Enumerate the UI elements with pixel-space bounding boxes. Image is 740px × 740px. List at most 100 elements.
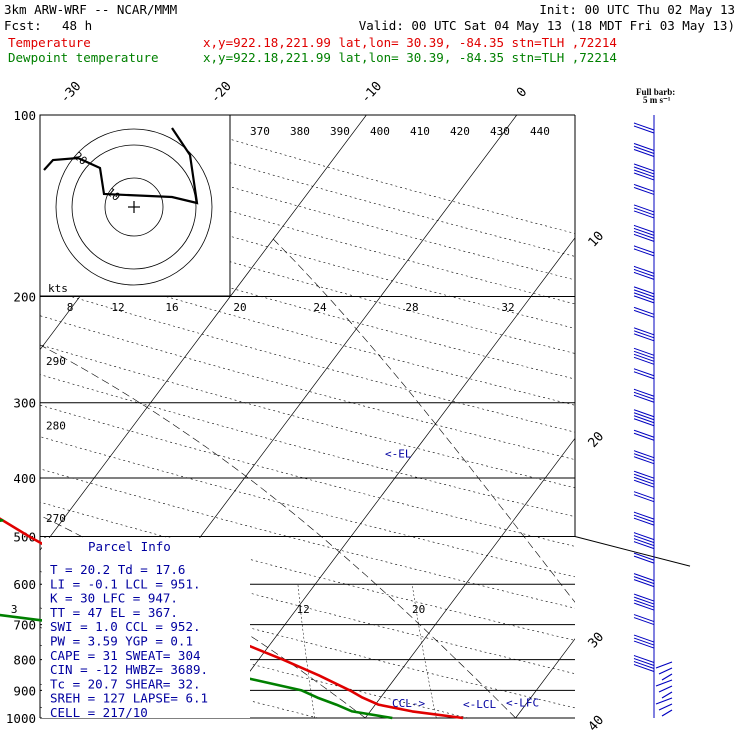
hodograph-ring [71, 144, 197, 270]
speed-scale-label: 12 [111, 301, 124, 314]
wind-barb [633, 353, 655, 362]
dewpoint-legend-name: Dewpoint temperature [8, 50, 159, 65]
fcst-label: Fcst: [4, 18, 42, 33]
hodograph-trace [43, 127, 199, 205]
init-time: Init: 00 UTC Thu 02 May 13 [539, 2, 735, 17]
dewpoint-profile-line [0, 518, 393, 720]
pressure-tick-label: 800 [13, 653, 36, 668]
wind-barb [633, 552, 655, 561]
wind-barb [633, 271, 655, 280]
wind-barb [658, 667, 673, 675]
parcel-info-row: SWI = 1.0 CCL = 952. [50, 619, 201, 634]
wind-barb [655, 661, 673, 669]
speed-scale-label: 28 [405, 301, 418, 314]
wind-barb [633, 224, 655, 233]
wind-barb [633, 327, 655, 336]
wind-barb [633, 517, 655, 526]
wind-barb [633, 166, 655, 175]
parcel-level-marker: <-LFC [506, 697, 539, 710]
theta-label: 430 [490, 125, 510, 138]
parcel-info-bg [42, 538, 250, 718]
mixing-ratio-line [411, 584, 437, 718]
barb-legend-line2: 5 m s⁻¹ [643, 95, 671, 105]
speed-scale-label: 20 [233, 301, 246, 314]
hodograph-ring [55, 128, 213, 286]
wind-barb [633, 470, 655, 479]
wind-barb [633, 614, 655, 623]
wind-barb [655, 679, 673, 687]
moist-adiabat-line [40, 344, 516, 718]
wind-barb [633, 143, 655, 151]
wind-barb [633, 456, 655, 465]
wind-barb [633, 617, 655, 626]
mixing-ratio-label: 3 [11, 603, 18, 616]
wind-barb [633, 637, 655, 646]
wind-barb [633, 473, 655, 482]
wind-barb [633, 596, 655, 605]
wind-barb [633, 149, 655, 157]
dry-adiabat-line [40, 404, 575, 547]
isotherm-label: -30 [58, 79, 85, 106]
pressure-tick-label: 900 [13, 683, 36, 698]
isotherm-line [214, 237, 575, 718]
isotherm-line [40, 115, 367, 551]
diagram: 100090080070060050040030020010023581220-… [0, 79, 691, 734]
wind-barb [633, 265, 655, 274]
wind-barb [633, 356, 655, 365]
dry-adiabat-line [40, 535, 575, 674]
wind-barb [633, 292, 655, 301]
wind-barb [633, 230, 655, 239]
wind-barb [633, 409, 655, 418]
parcel-info-row: CIN = -12 HWBZ= 3689. [50, 662, 208, 677]
wind-barb [633, 658, 655, 666]
isotherm-line [364, 437, 575, 718]
header: 3km ARW-WRF -- NCAR/MMM Init: 00 UTC Thu… [4, 2, 735, 65]
plot-right-skew-edge [574, 535, 691, 567]
wind-barb [633, 573, 655, 582]
speed-scale-label: 8 [67, 301, 74, 314]
wind-barb [633, 664, 655, 672]
temperature-legend-name: Temperature [8, 35, 91, 50]
fcst-value: 48 h [62, 18, 92, 33]
wind-barb [633, 248, 655, 257]
wind-barb [633, 391, 655, 400]
parcel-info-row: PW = 3.59 YGP = 0.1 [50, 634, 193, 649]
wind-barb [633, 210, 655, 219]
wind-barb [633, 163, 655, 172]
wind-barb [633, 169, 655, 178]
pressure-tick-label: 100 [13, 108, 36, 123]
parcel-level-marker: <-LCL [463, 698, 496, 711]
wind-barb [633, 268, 655, 277]
parcel-info-row: K = 30 LFC = 947. [50, 591, 178, 606]
barb-legend: Full barb: 5 m s⁻¹ [636, 87, 675, 105]
wind-barb [633, 289, 655, 298]
theta-label: 280 [46, 420, 66, 433]
wind-barb [633, 541, 655, 550]
wind-barb [633, 295, 655, 304]
pressure-tick-label: 1000 [6, 711, 36, 726]
temperature-profile-line [0, 517, 464, 720]
hodograph-units-label: kts [48, 282, 68, 295]
wind-barb [633, 634, 655, 643]
hodograph-ring [104, 177, 164, 237]
wind-barb [633, 245, 655, 254]
barb-legend-line1: Full barb: [636, 87, 675, 97]
parcel-level-marker: CCL-> [392, 697, 425, 710]
parcel-info-row: TT = 47 EL = 367. [50, 605, 178, 620]
wind-barb [633, 233, 655, 242]
wind-barb [633, 579, 655, 588]
wind-barb [658, 703, 673, 711]
wind-barb [633, 576, 655, 585]
pressure-tick-label: 200 [13, 290, 36, 305]
pressure-tick-label: 500 [13, 529, 36, 544]
wind-barb [633, 593, 655, 602]
parcel-info-row: CELL = 217/10 [50, 705, 148, 720]
pressure-tick-label: 700 [13, 618, 36, 633]
parcel-level-marker: <-EL [385, 447, 412, 460]
wind-barb [633, 350, 655, 359]
wind-barb [633, 306, 655, 315]
wind-barb [633, 204, 655, 213]
isotherm-label: -10 [358, 79, 385, 106]
mixing-ratio-label: 20 [412, 603, 425, 616]
